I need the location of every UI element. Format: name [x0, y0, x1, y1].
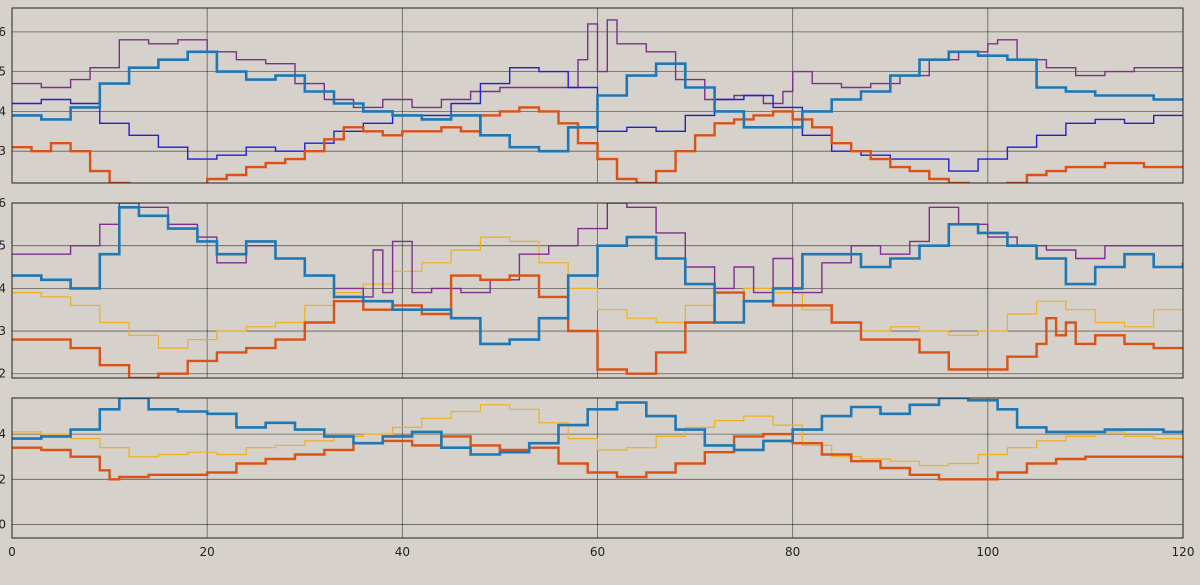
series-line-1 [12, 404, 1183, 467]
x-tick-label: 80 [785, 545, 800, 559]
y-tick-label: 3 [0, 144, 6, 158]
x-tick-label: 120 [1172, 545, 1195, 559]
y-tick-label: 5 [0, 239, 6, 253]
y-tick-label: 6 [0, 196, 6, 210]
x-tick-label: 20 [200, 545, 215, 559]
panel-frame [11, 7, 1184, 184]
y-tick-label: 0 [0, 517, 6, 531]
y-tick-label: 3 [0, 324, 6, 338]
y-tick-label: 5 [0, 65, 6, 79]
panel-frame [11, 202, 1184, 379]
x-tick-label: 0 [8, 545, 16, 559]
x-tick-label: 40 [395, 545, 410, 559]
y-tick-label: 6 [0, 25, 6, 39]
series-line-4 [12, 206, 1183, 346]
series-line-2 [12, 432, 1183, 481]
panel-frame [11, 397, 1184, 539]
y-tick-label: 2 [0, 367, 6, 381]
y-tick-label: 2 [0, 472, 6, 486]
y-tick-label: 4 [0, 281, 6, 295]
chart-panel-1: 3 4 5 6 [0, 7, 1184, 184]
series-line-3 [12, 106, 1183, 183]
series-line-3 [12, 274, 1183, 378]
y-tick-label: 4 [0, 427, 6, 441]
series-line-1 [12, 236, 1183, 349]
chart-panel-2: 2 3 4 5 6 [0, 196, 1184, 381]
series-line-3 [12, 398, 1183, 456]
y-tick-label: 4 [0, 104, 6, 118]
series-line-1 [12, 19, 1183, 109]
x-tick-label: 100 [976, 545, 999, 559]
series-line-4 [12, 50, 1183, 153]
x-tick-label: 60 [590, 545, 605, 559]
